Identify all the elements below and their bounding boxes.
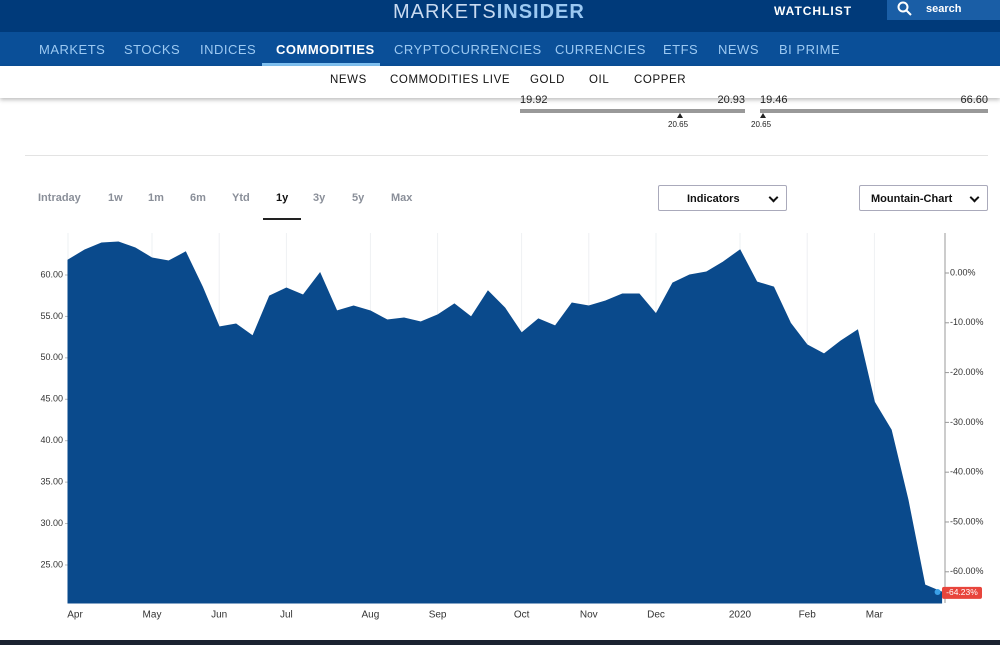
last-change-label: -64.23% bbox=[946, 587, 978, 597]
y2-tick-label: -10.00% bbox=[950, 317, 984, 327]
logo-part: INSIDER bbox=[496, 1, 585, 23]
last-change-badge bbox=[942, 586, 982, 599]
y2-tick-label: -30.00% bbox=[950, 417, 984, 427]
nav-item[interactable]: BI PRIME bbox=[779, 42, 841, 57]
x-tick-label: 2020 bbox=[729, 610, 752, 621]
range-low: 19.92 bbox=[520, 94, 548, 106]
y-tick-label: 60.00 bbox=[40, 269, 63, 279]
y-tick-label: 35.00 bbox=[40, 476, 63, 486]
x-tick-label: Oct bbox=[514, 610, 530, 621]
subnav-item[interactable]: COMMODITIES LIVE bbox=[390, 74, 511, 86]
range-bar bbox=[760, 109, 988, 113]
y-tick-label: 55.00 bbox=[40, 311, 63, 321]
x-tick-label: Mar bbox=[866, 610, 884, 621]
nav-active-underline bbox=[262, 63, 380, 66]
dropdown-button[interactable]: Indicators bbox=[658, 185, 787, 211]
nav-item[interactable]: NEWS bbox=[718, 42, 759, 57]
y-tick-label: 30.00 bbox=[40, 518, 63, 528]
search-icon bbox=[897, 1, 912, 16]
y2-tick-label: -50.00% bbox=[950, 516, 984, 526]
divider bbox=[25, 155, 988, 156]
range-tab[interactable]: Intraday bbox=[38, 192, 81, 204]
range-tab[interactable]: Max bbox=[391, 192, 413, 204]
logo[interactable]: MARKETSINSIDER bbox=[393, 1, 585, 24]
nav-item[interactable]: ETFS bbox=[663, 42, 699, 57]
range-high: 20.93 bbox=[717, 94, 745, 106]
range-tab[interactable]: 3y bbox=[313, 192, 326, 204]
footer-strip bbox=[0, 640, 1000, 645]
x-tick-label: Apr bbox=[67, 610, 83, 621]
area bbox=[67, 241, 943, 604]
dropdown-button[interactable]: Mountain-Chart bbox=[859, 185, 988, 211]
subnav-item[interactable]: NEWS bbox=[330, 74, 367, 86]
subnav-item[interactable]: COPPER bbox=[634, 74, 687, 86]
range-tab[interactable]: 5y bbox=[352, 192, 365, 204]
y2-tick-label: 0.00% bbox=[950, 267, 976, 277]
x-tick-label: Jun bbox=[211, 610, 227, 621]
subnav-item[interactable]: GOLD bbox=[530, 74, 565, 86]
x-tick-label: Aug bbox=[362, 610, 380, 621]
x-tick-label: Dec bbox=[647, 610, 665, 621]
nav-item[interactable]: CURRENCIES bbox=[555, 42, 646, 57]
caret bbox=[768, 192, 779, 203]
nav-item[interactable]: COMMODITIES bbox=[276, 42, 375, 57]
range-tab[interactable]: 1y bbox=[276, 192, 289, 204]
chart: Apr May Jun Jul Aug Sep Oct Nov Dec 2020 Feb Mar 25.… bbox=[40, 233, 984, 621]
y-tick-label: 40.00 bbox=[40, 435, 63, 445]
x-tick-label: Jul bbox=[280, 610, 293, 621]
range-high: 66.60 bbox=[960, 94, 988, 106]
tab-underline bbox=[263, 218, 301, 220]
x-tick-label: Feb bbox=[799, 610, 817, 621]
range-tab[interactable]: Ytd bbox=[232, 192, 250, 204]
caret bbox=[969, 192, 980, 203]
watchlist[interactable]: WATCHLIST bbox=[774, 4, 853, 18]
y-tick-label: 45.00 bbox=[40, 394, 63, 404]
x-tick-label: Nov bbox=[580, 610, 598, 621]
range-tab[interactable]: 6m bbox=[190, 192, 206, 204]
range-bar bbox=[520, 109, 745, 113]
y2-tick-label: -60.00% bbox=[950, 566, 984, 576]
nav-item[interactable]: MARKETS bbox=[39, 42, 106, 57]
range-low: 19.46 bbox=[760, 94, 788, 106]
x-tick-label: Sep bbox=[429, 610, 447, 621]
top-bar: MARKETSINSIDER WATCHLIST search bbox=[0, 0, 1000, 32]
nav-item[interactable]: STOCKS bbox=[124, 42, 181, 57]
range-marker-label: 20.65 bbox=[751, 120, 772, 129]
nav-bar: MARKETS STOCKS INDICES COMMODITIES CRYPTOCUR… bbox=[0, 32, 1000, 66]
range-tab[interactable]: 1w bbox=[108, 192, 123, 204]
range-marker bbox=[677, 113, 683, 118]
nav-item[interactable]: INDICES bbox=[200, 42, 257, 57]
y2-tick-label: -40.00% bbox=[950, 467, 984, 477]
search-placeholder: search bbox=[926, 3, 962, 15]
range-marker-label: 20.65 bbox=[668, 120, 689, 129]
x-tick-label: May bbox=[143, 610, 162, 621]
subnav-item[interactable]: OIL bbox=[589, 74, 610, 86]
y2-tick-label: -20.00% bbox=[950, 367, 984, 377]
y-tick-label: 25.00 bbox=[40, 559, 63, 569]
range-tab[interactable]: 1m bbox=[148, 192, 164, 204]
range-marker bbox=[760, 113, 766, 118]
search-box[interactable]: search bbox=[887, 0, 1000, 20]
last-point bbox=[934, 588, 941, 595]
sub-nav: NEWS COMMODITIES LIVE GOLD OIL COPPER bbox=[0, 66, 1000, 98]
logo-part: MARKETS bbox=[393, 1, 497, 23]
nav-item[interactable]: CRYPTOCURRENCIES bbox=[394, 42, 542, 57]
y-tick-label: 50.00 bbox=[40, 352, 63, 362]
